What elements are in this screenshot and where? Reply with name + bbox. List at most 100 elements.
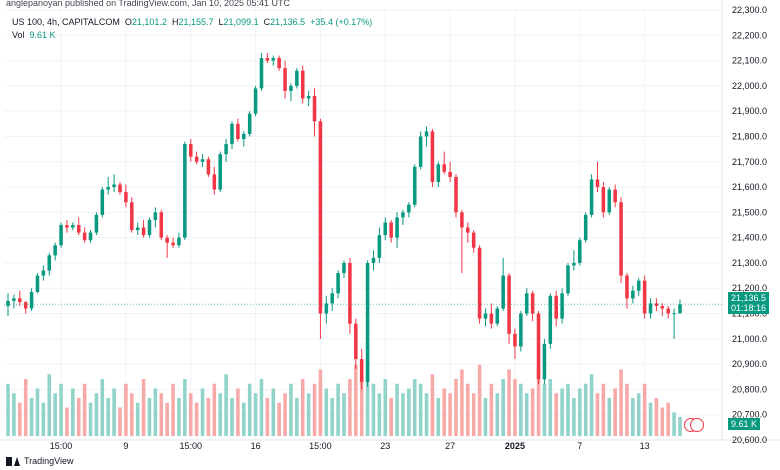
candle-body (513, 333, 517, 347)
volume-bar (130, 393, 134, 436)
volume-bar (613, 388, 617, 436)
volume-bar (607, 398, 612, 436)
bar-countdown: 01:18:16 (731, 303, 767, 313)
change-value: +35.4 (+0.17%) (310, 17, 373, 27)
candle-body (218, 154, 222, 190)
candle-body (519, 313, 523, 347)
volume-bar (159, 393, 164, 436)
volume-bar (312, 383, 317, 436)
tradingview-logo-icon (6, 456, 20, 466)
candle-body (265, 58, 270, 61)
volume-bar (542, 383, 547, 436)
volume-bar (548, 379, 553, 436)
candle-body (88, 232, 93, 241)
ohlc-legend[interactable]: US 100, 4h, CAPITALCOM O21,101.2 H21,155… (12, 17, 372, 27)
volume-bar (578, 388, 582, 436)
volume-bar (12, 393, 16, 436)
volume-bar (253, 393, 258, 436)
volume-bar (371, 383, 376, 436)
volume-bar (171, 383, 175, 436)
volume-bar (412, 379, 417, 436)
time-axis[interactable]: 15:00 9 15:00 16 15:00 23 27 2025 7 13 (50, 441, 650, 451)
volume-bar (589, 374, 594, 436)
brand-name: TradingView (24, 456, 74, 466)
candle-body (259, 58, 264, 89)
volume-bar (271, 388, 276, 436)
candle-body (194, 156, 199, 162)
volume-bar (454, 379, 458, 436)
low-label: L (218, 17, 224, 27)
candle-body (71, 225, 75, 228)
volume-bar (418, 383, 423, 436)
volume-bar (530, 388, 535, 436)
candle-body (224, 144, 228, 155)
close-label: C (263, 17, 271, 27)
candle-body (76, 225, 81, 233)
candle-body (672, 313, 676, 315)
open-label: O (124, 17, 132, 27)
candle-body (636, 280, 641, 291)
volume-bar (430, 374, 435, 436)
candle-body (501, 275, 505, 309)
time-tick-label: 15:00 (309, 441, 332, 451)
volume-bar (424, 393, 429, 436)
volume-bar (395, 383, 399, 436)
price-tick-label: 21,800.0 (732, 131, 767, 141)
event-flag-icon[interactable] (690, 418, 704, 432)
candle-body (94, 214, 99, 233)
time-tick-label: 7 (577, 441, 582, 451)
price-axis[interactable]: 20,600.0 20,700.0 20,800.0 20,900.0 21,000.0… (732, 5, 767, 445)
volume-bar (59, 383, 63, 436)
candle-body (642, 280, 647, 314)
candle-body (572, 262, 576, 266)
candle-body (200, 159, 205, 162)
candle-body (23, 302, 28, 309)
candle-body (342, 262, 346, 274)
volume-bar (595, 393, 600, 436)
time-tick-label: 27 (445, 441, 455, 451)
candle-body (430, 131, 435, 182)
candle-body (65, 225, 69, 228)
candle-body (371, 257, 376, 263)
volume-bar (259, 379, 264, 436)
candle-body (401, 212, 405, 218)
volume-bar (407, 388, 411, 436)
candle-body (165, 237, 169, 243)
volume-bar (648, 402, 653, 436)
volume-bar (224, 374, 228, 436)
candle-body (118, 184, 122, 193)
candle-body (82, 232, 87, 241)
candle-body (589, 179, 594, 215)
volume-bar (283, 393, 287, 436)
candle-body (436, 164, 441, 182)
volume-bar (348, 379, 352, 436)
volume-bar (242, 402, 246, 436)
candle-body (130, 202, 134, 231)
volume-bar (489, 383, 494, 436)
candle-body (471, 232, 476, 248)
time-tick-label: 2025 (505, 441, 525, 451)
candle-body (253, 88, 258, 114)
candle-body (377, 235, 382, 258)
candle-body (59, 225, 63, 246)
tradingview-logo[interactable]: TradingView (6, 456, 74, 466)
candle-body (554, 295, 558, 319)
candle-body (578, 240, 582, 263)
volume-legend[interactable]: Vol 9.61 K (12, 30, 56, 40)
volume-bar (165, 402, 169, 436)
candle-body (448, 171, 452, 177)
vol-label: Vol (12, 30, 25, 40)
candle-body (548, 295, 553, 344)
price-tick-label: 20,800.0 (732, 384, 767, 394)
volume-bar (359, 374, 364, 436)
volume-bar (507, 369, 511, 436)
candle-body (395, 217, 399, 238)
volume-bar (672, 412, 676, 436)
candle-body (230, 123, 234, 145)
volume-bar (625, 383, 629, 436)
candle-body (495, 308, 500, 324)
volume-bar (460, 369, 464, 436)
volume-bar (583, 383, 588, 436)
candle-body (619, 202, 623, 276)
